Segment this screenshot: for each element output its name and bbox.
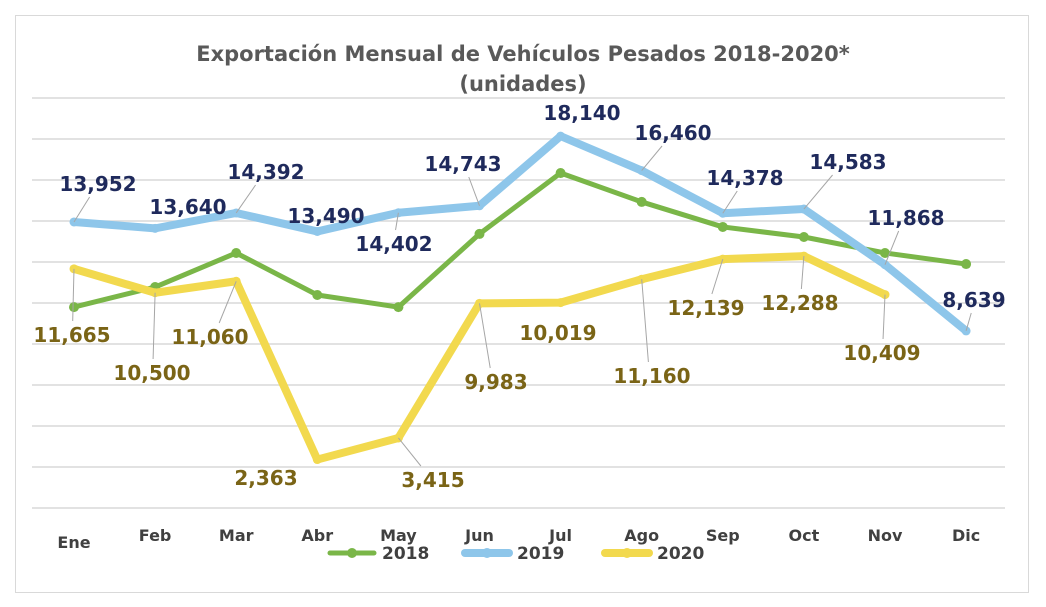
data-point-2018 [555, 168, 566, 179]
series-line-2019 [70, 132, 971, 335]
series-line-2020 [70, 252, 889, 464]
data-label-2020: 10,409 [843, 341, 920, 365]
leader-line [800, 256, 805, 290]
data-point-2020 [312, 455, 322, 465]
data-label-2020: 3,415 [401, 468, 464, 492]
data-label-2020: 11,060 [171, 325, 248, 349]
data-point-2019 [312, 226, 322, 236]
data-label-2020: 10,500 [113, 361, 190, 385]
leader-line [73, 196, 91, 223]
legend-marker-2019 [482, 548, 492, 558]
leader-line [235, 184, 256, 214]
data-point-2018 [69, 302, 79, 313]
data-point-2018 [636, 196, 647, 207]
leader-line [72, 268, 75, 322]
x-tick-label: Dic [952, 526, 980, 545]
x-tick-label: May [380, 526, 417, 545]
data-point-2018 [474, 228, 485, 239]
x-tick-label: Ene [57, 533, 90, 552]
leader-line [711, 259, 724, 295]
leader-line [803, 174, 833, 210]
legend-label-2020: 2020 [657, 544, 704, 564]
leader-line [965, 312, 972, 332]
leader-line [882, 294, 886, 340]
data-label-2020: 9,983 [464, 370, 527, 394]
chart-subtitle: (unidades) [459, 72, 587, 96]
data-label-2019: 14,402 [355, 232, 432, 256]
leader-line [641, 145, 663, 171]
data-label-2019: 14,583 [809, 150, 886, 174]
chart-title: Exportación Mensual de Vehículos Pesados… [196, 42, 850, 66]
data-label-2020: 12,139 [667, 296, 744, 320]
x-tick-label: Ago [624, 526, 659, 545]
data-point-2019 [556, 131, 566, 141]
x-tick-label: Feb [139, 526, 172, 545]
data-label-2019: 13,490 [287, 204, 364, 228]
data-point-2018 [312, 290, 323, 301]
leader-line [722, 190, 738, 214]
data-label-2020: 10,019 [519, 321, 596, 345]
leader-line [641, 279, 649, 363]
data-label-2020: 11,160 [613, 364, 690, 388]
data-label-2019: 8,639 [942, 288, 1005, 312]
data-label-2020: 12,288 [761, 291, 838, 315]
data-label-2019: 14,392 [227, 160, 304, 184]
data-label-2020: 11,665 [33, 323, 110, 347]
data-label-2019: 14,743 [424, 152, 501, 176]
data-label-2019: 18,140 [543, 101, 620, 125]
x-tick-label: Abr [301, 526, 333, 545]
leader-line [468, 176, 480, 206]
data-label-2019: 14,378 [706, 166, 783, 190]
x-tick-label: Jun [464, 526, 494, 545]
leader-line [884, 230, 900, 265]
legend-label-2018: 2018 [382, 544, 429, 564]
data-point-2018 [393, 302, 404, 313]
leader-line [395, 212, 399, 231]
chart-frame [15, 15, 1029, 593]
x-tick-label: Jul [548, 526, 572, 545]
legend-label-2019: 2019 [517, 544, 564, 564]
x-tick-label: Oct [789, 526, 820, 545]
data-point-2018 [231, 247, 242, 258]
x-tick-label: Nov [868, 526, 903, 545]
legend-marker-2020 [622, 548, 632, 558]
data-label-2019: 16,460 [634, 121, 711, 145]
x-tick-label: Sep [706, 526, 740, 545]
data-label-2019: 13,640 [149, 195, 226, 219]
leader-line [152, 292, 156, 360]
data-point-2019 [150, 223, 160, 233]
data-label-2019: 11,868 [867, 206, 944, 230]
leader-line [218, 281, 237, 324]
data-point-2020 [556, 298, 566, 308]
x-tick-label: Mar [219, 526, 254, 545]
leader-line [398, 437, 422, 467]
data-point-2018 [798, 231, 809, 242]
data-label-2019: 13,952 [59, 172, 136, 196]
data-point-2018 [717, 221, 728, 232]
data-point-2018 [880, 247, 890, 258]
data-label-2020: 2,363 [234, 466, 297, 490]
leader-line [479, 303, 491, 369]
legend-marker-2018 [347, 548, 357, 558]
data-point-2018 [961, 259, 972, 270]
series-line-2018 [71, 170, 969, 310]
